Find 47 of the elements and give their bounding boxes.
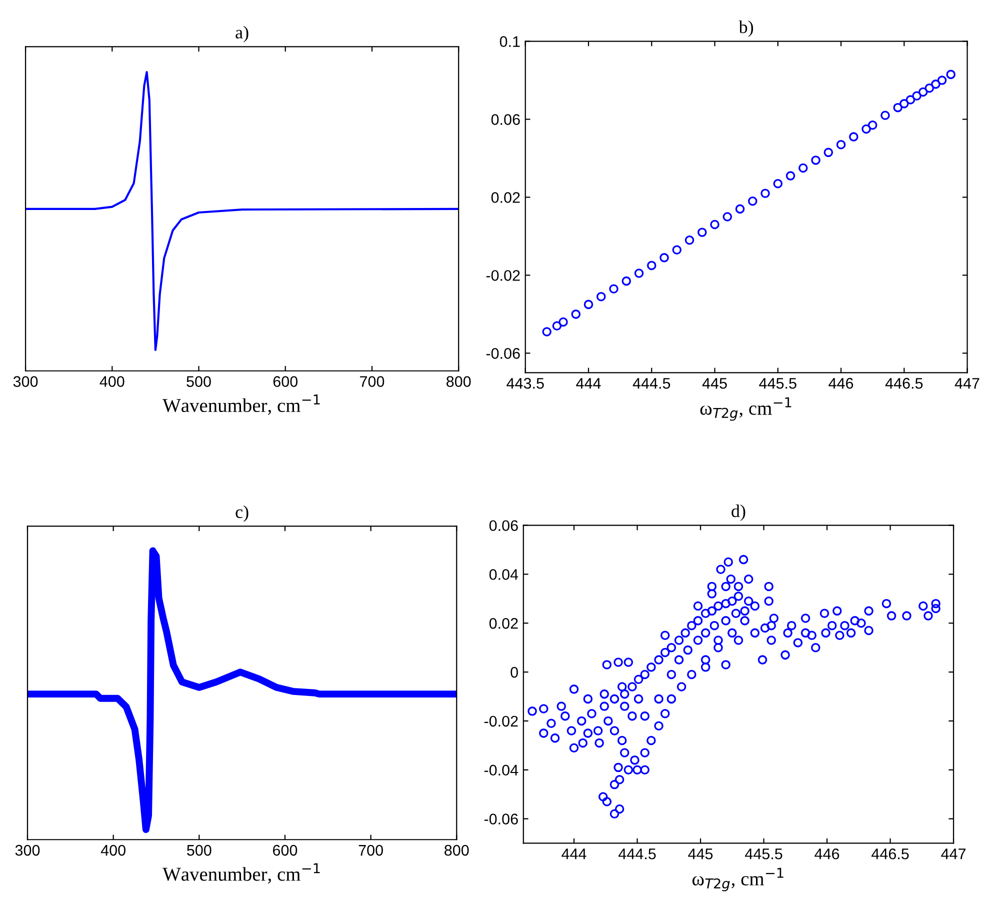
- x-tick-label: 500: [187, 844, 212, 856]
- x-tick-label: 800: [446, 376, 471, 387]
- x-tick-label: 600: [273, 376, 298, 387]
- x-tick-label: 700: [358, 844, 383, 856]
- x-tick-label: 444: [562, 848, 586, 860]
- y-tick-label: -0.02: [486, 270, 520, 281]
- chart-title: b): [738, 20, 754, 37]
- x-tick-label: 446: [828, 378, 854, 389]
- x-axis-title: ω$_{T2g}$, cm$^{−1}$: [692, 868, 784, 892]
- x-tick-label: 445: [702, 378, 727, 389]
- x-tick-label: 447: [954, 378, 980, 389]
- y-tick-label: 0.04: [489, 569, 518, 580]
- y-tick-label: 0.06: [489, 520, 518, 532]
- x-tick-label: 444: [576, 378, 601, 389]
- y-tick-label: 0.02: [489, 618, 518, 629]
- y-tick-label: 0.1: [500, 36, 520, 47]
- x-tick-label: 446.5: [885, 378, 923, 389]
- y-tick-label: -0.06: [484, 814, 518, 824]
- x-tick-label: 444.5: [632, 378, 670, 389]
- chart-title: a): [236, 26, 248, 42]
- y-tick-label: -0.02: [484, 716, 518, 727]
- x-tick-label: 400: [100, 376, 124, 387]
- y-tick-label: -0.04: [484, 764, 518, 776]
- y-tick-label: -0.06: [486, 348, 520, 359]
- x-axis-title: Wavenumber, cm$^{−1}$: [162, 863, 320, 884]
- y-tick-label: 0.06: [491, 114, 520, 125]
- x-tick-label: 445.5: [745, 848, 782, 860]
- x-tick-label: 700: [360, 376, 384, 387]
- chart-title: d): [732, 504, 746, 521]
- x-tick-label: 446.5: [872, 848, 909, 860]
- x-tick-label: 800: [444, 844, 469, 856]
- y-tick-label: 0: [510, 666, 518, 678]
- x-tick-label: 400: [100, 844, 126, 856]
- x-tick-label: 447: [941, 848, 966, 860]
- chart-title: c): [236, 505, 248, 522]
- x-tick-label: 500: [186, 376, 211, 387]
- x-tick-label: 300: [15, 844, 40, 856]
- x-axis-title: Wavenumber, cm$^{−1}$: [162, 394, 320, 415]
- y-tick-label: 0.02: [491, 192, 520, 203]
- x-tick-label: 445.5: [759, 378, 796, 389]
- x-tick-label: 443.5: [506, 378, 544, 389]
- x-tick-label: 600: [273, 844, 298, 856]
- x-tick-label: 446: [814, 848, 840, 860]
- x-tick-label: 445: [688, 848, 713, 860]
- x-axis-title: ω$_{T2g}$, cm$^{−1}$: [700, 397, 792, 421]
- x-tick-label: 300: [13, 376, 38, 387]
- x-tick-label: 444.5: [618, 848, 656, 860]
